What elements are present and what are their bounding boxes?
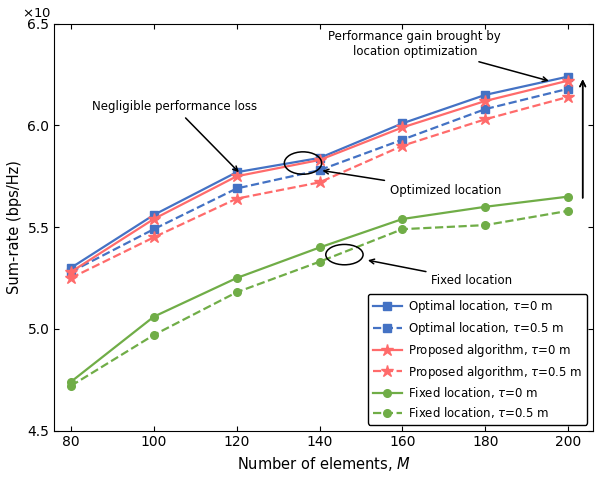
Text: Performance gain brought by
location optimization: Performance gain brought by location opt…	[328, 30, 547, 82]
Text: Negligible performance loss: Negligible performance loss	[92, 100, 257, 171]
Text: Optimized location: Optimized location	[324, 169, 502, 197]
Y-axis label: Sum-rate (bps/Hz): Sum-rate (bps/Hz)	[7, 160, 22, 294]
Legend: Optimal location, $\tau$=0 m, Optimal location, $\tau$=0.5 m, Proposed algorithm: Optimal location, $\tau$=0 m, Optimal lo…	[368, 294, 587, 425]
Text: $\times$10: $\times$10	[22, 7, 51, 20]
X-axis label: Number of elements, $M$: Number of elements, $M$	[237, 455, 410, 473]
Text: Fixed location: Fixed location	[370, 259, 512, 287]
